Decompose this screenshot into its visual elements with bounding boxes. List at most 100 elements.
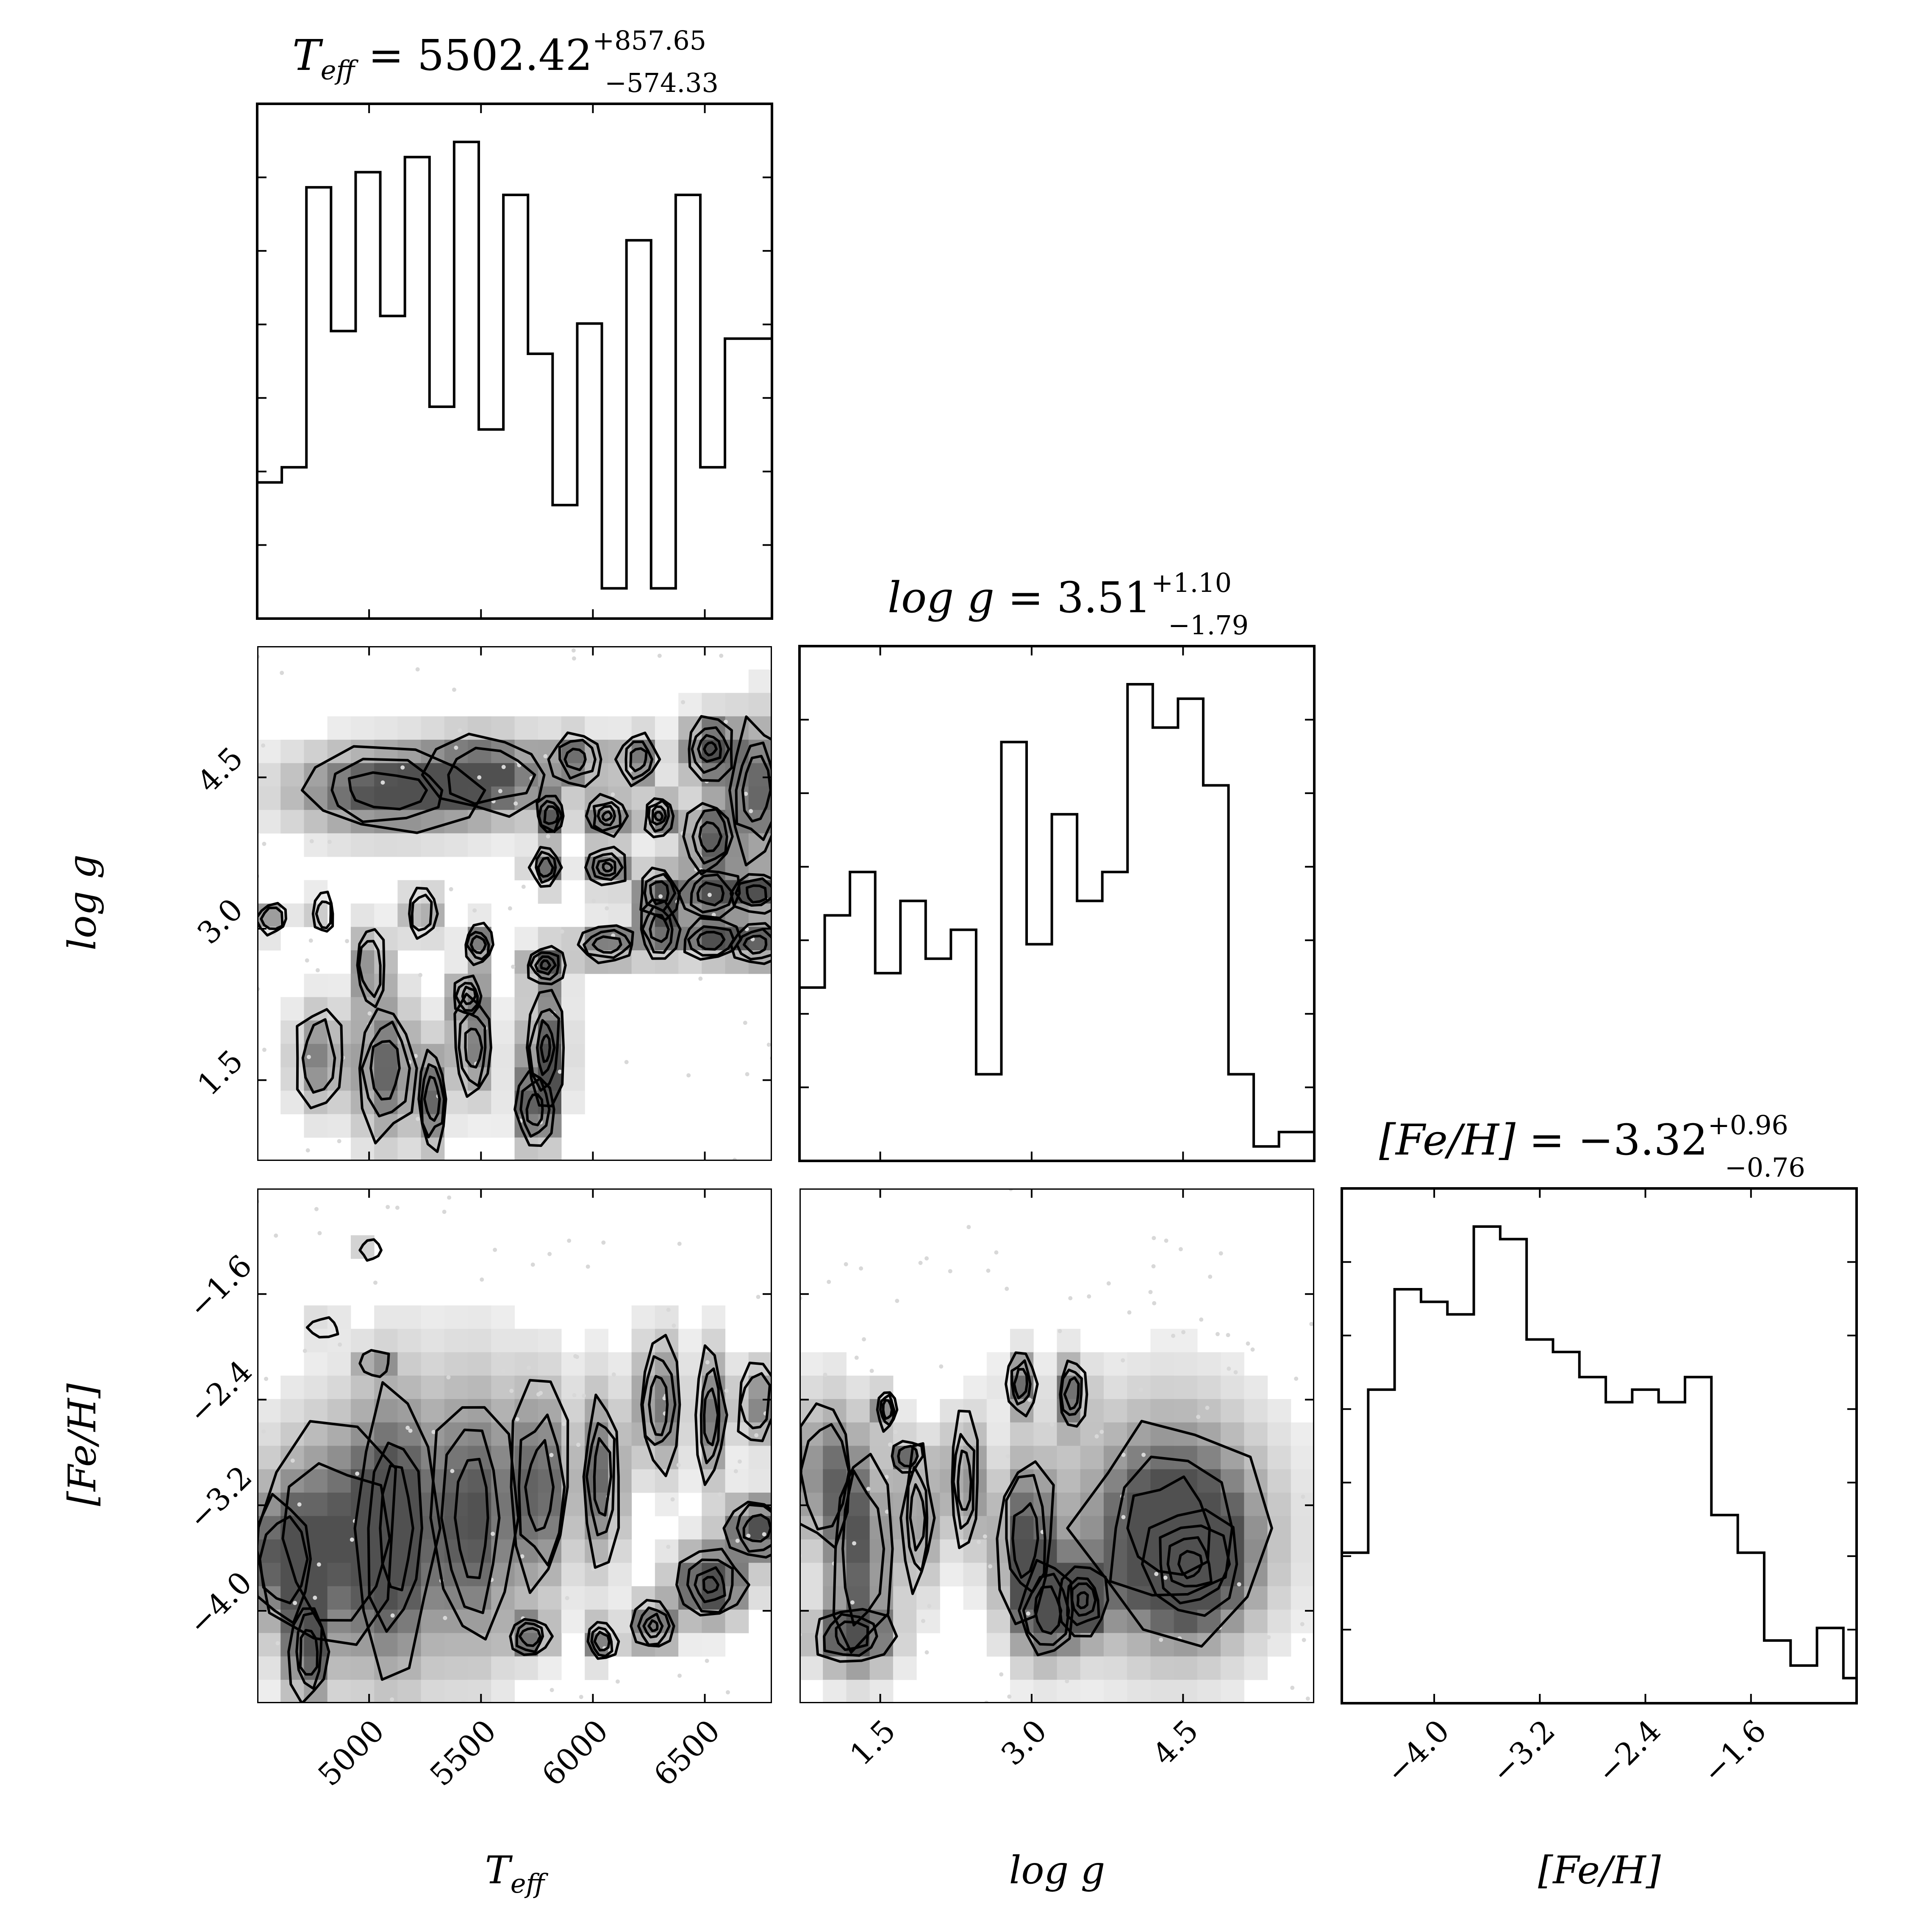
contour-level: [601, 810, 613, 822]
density-cell: [1221, 1422, 1244, 1446]
density-cell: [1057, 1469, 1081, 1493]
sample-point: [1208, 1274, 1213, 1279]
density-cell: [585, 716, 608, 740]
density-cell: [1221, 1352, 1244, 1376]
sample-point: [1305, 1696, 1310, 1701]
density-cell: [561, 810, 585, 834]
sample-point: [921, 1618, 925, 1623]
density-cell: [468, 1469, 491, 1493]
density-cell: [327, 1563, 351, 1587]
sample-point: [859, 1266, 863, 1271]
contour-level: [367, 1441, 423, 1633]
density-cell: [585, 903, 608, 927]
sample-point: [1171, 1333, 1175, 1338]
density-cell: [702, 1305, 726, 1329]
contour-level: [697, 734, 722, 763]
density-cell: [514, 927, 539, 951]
sample-point: [395, 1205, 400, 1210]
density-cell: [823, 1375, 847, 1399]
contour-level: [651, 805, 667, 826]
contour-level: [296, 1008, 344, 1110]
density-cell: [468, 1352, 491, 1376]
sample-point: [1300, 1622, 1305, 1627]
density-cell: [327, 1539, 351, 1563]
density-cell: [327, 1305, 351, 1329]
contour-level: [653, 811, 664, 822]
sample-point: [1164, 1238, 1169, 1243]
density-cell: [257, 1679, 281, 1703]
density-cell: [444, 1469, 468, 1493]
density-cell: [1291, 1469, 1314, 1493]
density-cell: [893, 1610, 917, 1633]
sample-point: [1099, 1430, 1104, 1434]
density-cell: [1080, 1446, 1104, 1470]
density-cell: [748, 1469, 772, 1493]
contour-level: [677, 869, 741, 919]
sample-point: [705, 1658, 709, 1663]
density-cell: [350, 1563, 375, 1587]
contour-level: [356, 928, 386, 1008]
density-cell: [1127, 1656, 1151, 1680]
density-cell: [561, 1586, 585, 1610]
density-cell: [421, 1446, 445, 1470]
sample-point: [527, 1366, 531, 1370]
sample-point: [380, 780, 385, 785]
sample-point: [711, 913, 716, 917]
sample-point: [573, 1354, 578, 1358]
density-cell: [678, 1352, 702, 1376]
sample-point: [415, 667, 420, 672]
density-cell: [1103, 1610, 1127, 1633]
sample-point: [657, 653, 662, 658]
sample-point: [744, 791, 748, 796]
sample-point: [305, 958, 309, 963]
density-cell: [374, 1586, 398, 1610]
contour-level: [1011, 1502, 1039, 1579]
contour-level: [1177, 1550, 1203, 1579]
density-cell: [421, 1610, 445, 1633]
sample-point: [477, 775, 482, 780]
density-cell: [468, 1114, 491, 1138]
contour-level: [540, 959, 551, 971]
density-cell: [421, 1679, 445, 1703]
sample-point: [316, 1562, 321, 1567]
density-cell: [1197, 1679, 1221, 1703]
contour-level: [525, 1093, 544, 1127]
density-cell: [421, 1352, 445, 1376]
contour-level: [299, 1629, 319, 1676]
sample-point: [1121, 1358, 1125, 1363]
sample-point: [895, 1299, 899, 1303]
sample-point: [262, 841, 266, 846]
sample-point: [1302, 1638, 1306, 1642]
sample-point: [452, 687, 456, 692]
density-cell: [1150, 1656, 1174, 1680]
density-cell: [846, 1516, 870, 1540]
density-cell: [655, 1563, 679, 1587]
contour-level: [301, 1018, 336, 1094]
contour-level: [440, 1428, 501, 1614]
density-cell: [1080, 1422, 1104, 1446]
density-cell: [304, 810, 328, 834]
sample-point: [520, 1554, 525, 1559]
panel-frame: [256, 103, 773, 620]
density-cell: [799, 1563, 823, 1587]
density-cell: [823, 1469, 847, 1493]
contour-level: [1013, 1368, 1028, 1399]
density-cell: [1267, 1446, 1291, 1470]
density-cell: [1080, 1679, 1104, 1703]
contour-level: [746, 884, 768, 904]
density-cell: [444, 1679, 468, 1703]
contour-level: [909, 1483, 927, 1552]
density-cell: [608, 1563, 632, 1587]
density-cell: [514, 1422, 539, 1446]
sample-point: [591, 899, 596, 903]
density-cell: [1010, 1656, 1034, 1680]
sample-point: [1138, 1388, 1143, 1392]
contour-level: [257, 902, 287, 937]
sample-point: [480, 1277, 484, 1282]
density-cell: [1057, 1446, 1081, 1470]
contour-level: [577, 924, 634, 964]
contour-level: [524, 1439, 555, 1532]
contour-level: [690, 873, 734, 914]
density-cell: [893, 1563, 917, 1587]
contour-level: [369, 1040, 401, 1101]
